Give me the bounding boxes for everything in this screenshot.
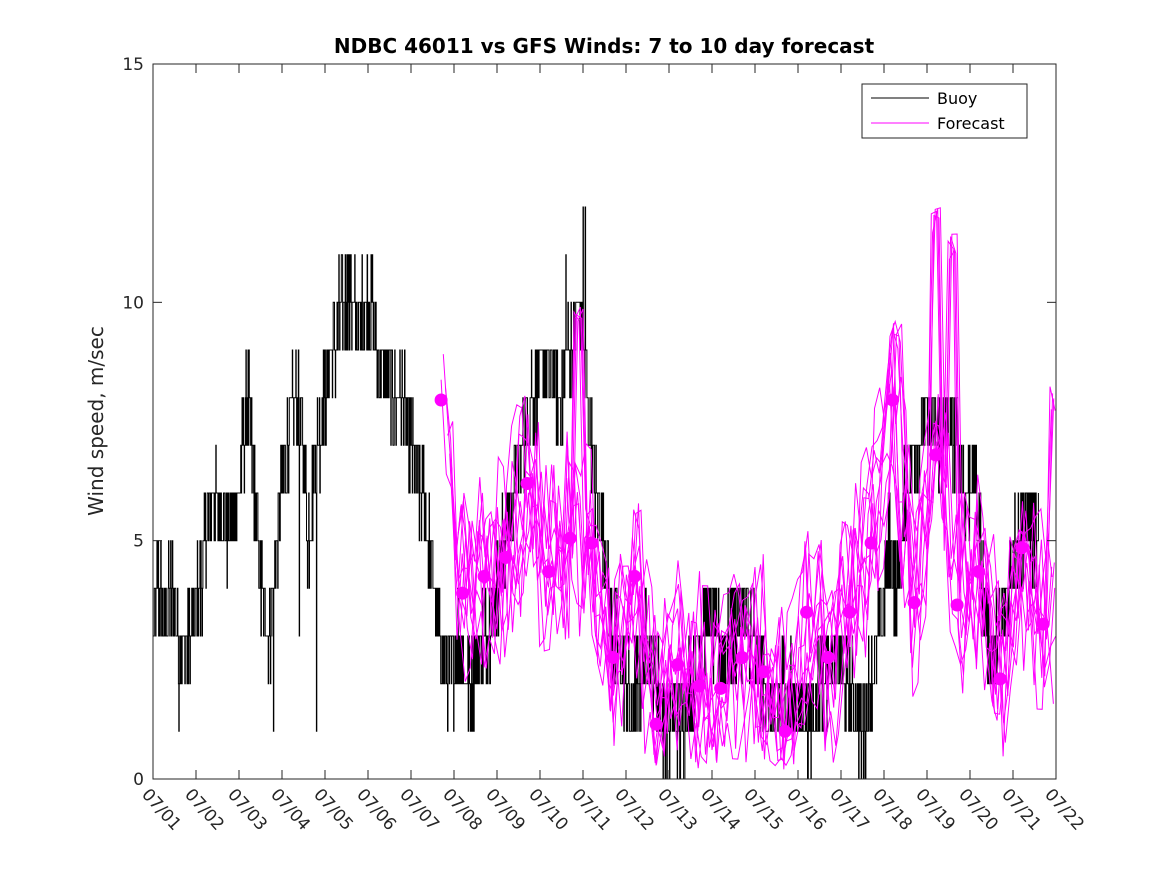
x-tick-label: 07/13 bbox=[653, 785, 701, 835]
x-tick-label: 07/16 bbox=[782, 785, 830, 835]
forecast-point bbox=[886, 393, 900, 407]
x-tick-label: 07/11 bbox=[567, 785, 615, 835]
y-tick-label: 5 bbox=[133, 532, 144, 552]
x-tick-label: 07/20 bbox=[954, 785, 1002, 835]
forecast-point bbox=[499, 550, 513, 564]
forecast-point bbox=[757, 665, 771, 679]
forecast-point bbox=[907, 596, 921, 610]
x-tick-label: 07/22 bbox=[1040, 785, 1088, 835]
forecast-series-line bbox=[440, 210, 1056, 763]
legend: Buoy Forecast bbox=[861, 83, 1028, 139]
forecast-series-line bbox=[449, 323, 1054, 766]
y-tick-label: 10 bbox=[122, 293, 144, 313]
x-tick-label: 07/15 bbox=[739, 785, 787, 835]
forecast-point bbox=[864, 536, 878, 550]
forecast-point bbox=[692, 679, 706, 693]
x-tick-label: 07/08 bbox=[438, 785, 486, 835]
x-tick-label: 07/17 bbox=[825, 785, 873, 835]
x-tick-label: 07/19 bbox=[911, 785, 959, 835]
forecast-point bbox=[585, 536, 599, 550]
forecast-point bbox=[434, 393, 448, 407]
forecast-point bbox=[542, 565, 556, 579]
y-tick-label: 15 bbox=[122, 55, 144, 75]
forecast-point bbox=[671, 658, 685, 672]
x-tick-label: 07/04 bbox=[266, 785, 314, 835]
y-axis-label: Wind speed, m/sec bbox=[84, 326, 108, 516]
forecast-point bbox=[929, 448, 943, 462]
x-tick-label: 07/21 bbox=[997, 785, 1045, 835]
forecast-point bbox=[843, 605, 857, 619]
axes-box bbox=[152, 63, 1057, 780]
x-tick-label: 07/06 bbox=[352, 785, 400, 835]
legend-box bbox=[861, 83, 1028, 139]
x-tick-label: 07/10 bbox=[524, 785, 572, 835]
buoy-series-line bbox=[153, 206, 1039, 780]
forecast-point bbox=[456, 586, 470, 600]
x-tick-label: 07/14 bbox=[696, 785, 744, 835]
chart-title: NDBC 46011 vs GFS Winds: 7 to 10 day for… bbox=[334, 34, 875, 58]
forecast-point bbox=[563, 531, 577, 545]
forecast-point bbox=[520, 477, 534, 490]
forecast-point bbox=[972, 565, 986, 579]
forecast-point bbox=[714, 681, 728, 695]
forecast-point bbox=[477, 569, 491, 583]
forecast-point bbox=[800, 605, 814, 619]
y-tick-label: 0 bbox=[133, 770, 144, 790]
forecast-series-line bbox=[459, 207, 1055, 767]
forecast-point bbox=[950, 598, 964, 612]
forecast-point bbox=[1036, 617, 1050, 631]
forecast-point bbox=[606, 651, 620, 664]
forecast-point bbox=[649, 717, 663, 731]
forecast-point bbox=[735, 651, 749, 664]
forecast-point bbox=[778, 724, 792, 738]
legend-buoy-label: Buoy bbox=[937, 89, 977, 108]
x-tick-label: 07/18 bbox=[868, 785, 916, 835]
forecast-point bbox=[821, 651, 835, 664]
forecast-point bbox=[1015, 541, 1029, 555]
x-tick-label: 07/05 bbox=[309, 785, 357, 835]
plot-area bbox=[153, 206, 1057, 780]
forecast-point bbox=[628, 569, 642, 583]
forecast-point bbox=[993, 672, 1007, 686]
x-tick-label: 07/12 bbox=[610, 785, 658, 835]
forecast-series-line bbox=[457, 369, 1053, 765]
x-tick-label: 07/02 bbox=[180, 785, 228, 835]
x-tick-label: 07/03 bbox=[223, 785, 271, 835]
x-tick-label: 07/09 bbox=[481, 785, 529, 835]
legend-forecast-label: Forecast bbox=[937, 114, 1005, 133]
x-tick-label: 07/01 bbox=[137, 785, 185, 835]
x-tick-label: 07/07 bbox=[395, 785, 443, 835]
